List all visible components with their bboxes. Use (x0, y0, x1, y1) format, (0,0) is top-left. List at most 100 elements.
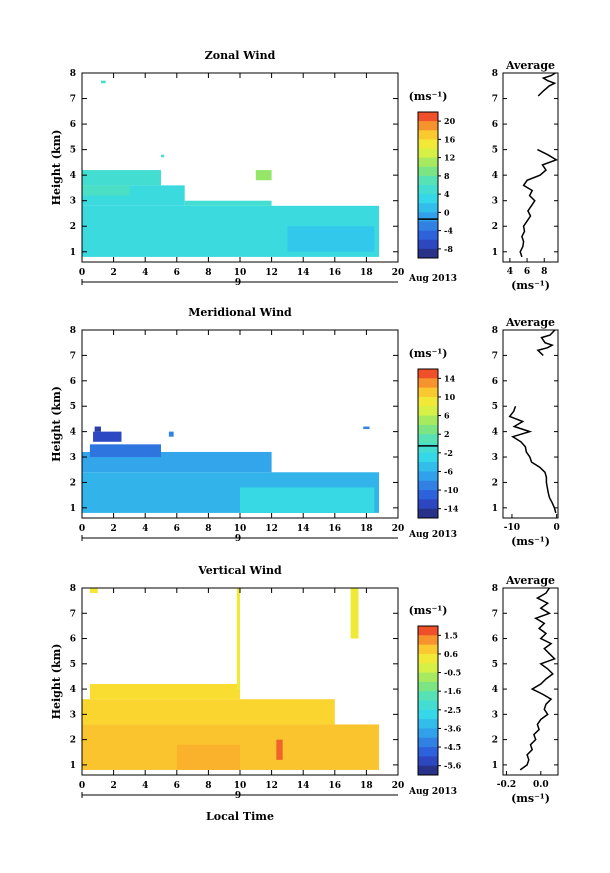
profile-title: Average (505, 316, 555, 329)
colorbar-segment (418, 653, 438, 664)
profile-y-tick-label: 5 (492, 402, 498, 412)
heatmap-cell (82, 170, 161, 186)
colorbar-tick-label: 2 (444, 429, 450, 439)
heatmap-cell (89, 684, 241, 700)
y-tick-label: 8 (70, 584, 76, 594)
colorbar-tick-label: -10 (444, 485, 459, 495)
colorbar-frame (417, 625, 439, 776)
colorbar-tick-label: -2 (444, 448, 453, 458)
colorbar-unit: (ms⁻¹) (409, 604, 448, 617)
colorbar-segment (418, 499, 438, 510)
heatmap-cell (89, 444, 161, 458)
panel-title: Vertical Wind (197, 564, 282, 577)
colorbar-tick-label: 12 (444, 153, 455, 163)
profile-x-tick-label: 0.0 (533, 780, 549, 790)
profile-y-tick-label: 2 (492, 736, 498, 746)
colorbar-segment (418, 728, 438, 739)
heatmap-cell (255, 170, 272, 181)
x-tick-label: 16 (329, 524, 342, 534)
x-tick-label: 0 (79, 268, 85, 278)
y-tick-label: 2 (70, 222, 76, 232)
colorbar-segment (418, 719, 438, 729)
x-tick-label: 12 (265, 524, 278, 534)
day-label: 9 (235, 278, 241, 288)
colorbar-segment (418, 369, 438, 379)
colorbar-frame (417, 111, 439, 259)
y-tick-label: 5 (70, 402, 76, 412)
profile-y-tick-label: 3 (492, 710, 498, 720)
profile-line (508, 405, 557, 514)
profile-y-tick-label: 1 (492, 761, 498, 771)
y-tick-label: 7 (70, 95, 76, 105)
y-tick-label: 4 (70, 685, 76, 695)
day-label: 9 (235, 791, 241, 801)
profile-x-tick-label: 4 (507, 267, 513, 277)
y-tick-label: 3 (70, 197, 76, 207)
colorbar-segment (418, 185, 438, 195)
colorbar-tick-label: 0.6 (444, 649, 458, 659)
date-label: Aug 2013 (408, 274, 457, 284)
x-tick-label: 6 (174, 524, 180, 534)
y-axis-label: Height (km) (50, 644, 63, 720)
colorbar-segment (418, 415, 438, 426)
profile-y-tick-label: 3 (492, 197, 498, 207)
x-tick-label: 10 (234, 781, 247, 791)
profile-y-tick-label: 5 (492, 146, 498, 156)
colorbar-segment (418, 130, 438, 140)
x-tick-label: 12 (265, 781, 278, 791)
x-tick-label: 10 (234, 268, 247, 278)
profile-line (519, 148, 559, 258)
x-tick-label: 20 (392, 781, 405, 791)
heatmap-cell (350, 588, 359, 639)
x-tick-label: 18 (360, 781, 373, 791)
profile-y-tick-label: 4 (492, 171, 498, 181)
x-tick-label: 6 (174, 268, 180, 278)
colorbar-segment (418, 194, 438, 204)
colorbar-segment (418, 747, 438, 757)
heatmap-cell (82, 699, 335, 725)
heatmap-cell (89, 588, 98, 594)
colorbar-segment (418, 378, 438, 389)
panel-title: Zonal Wind (205, 49, 276, 62)
profile-unit: (ms⁻¹) (511, 279, 550, 292)
y-tick-label: 1 (70, 248, 76, 258)
y-tick-label: 4 (70, 171, 76, 181)
profile-frame (502, 329, 559, 519)
profile-x-tick-label: 6 (524, 267, 530, 277)
x-tick-label: 2 (110, 781, 116, 791)
colorbar-segment (418, 672, 438, 683)
x-tick-label: 8 (205, 524, 211, 534)
colorbar-tick-label: 6 (444, 411, 450, 421)
colorbar-segment (418, 434, 438, 444)
colorbar-segment (418, 212, 438, 222)
colorbar-segment (418, 443, 438, 454)
profile-y-tick-label: 7 (492, 95, 498, 105)
heatmap-cell (176, 744, 240, 770)
colorbar-segment (418, 452, 438, 463)
colorbar-segment (418, 230, 438, 241)
colorbar-tick-label: -2.5 (444, 705, 461, 715)
colorbar-tick-label: 20 (444, 116, 456, 126)
y-tick-label: 2 (70, 736, 76, 746)
y-tick-label: 5 (70, 146, 76, 156)
x-tick-label: 0 (79, 524, 85, 534)
profile-unit: (ms⁻¹) (511, 535, 550, 548)
profile-x-tick-label: 0 (554, 523, 560, 533)
colorbar-segment (418, 756, 438, 767)
colorbar-segment (418, 644, 438, 655)
colorbar-segment (418, 139, 438, 149)
colorbar-tick-label: 8 (444, 171, 450, 181)
profile-y-tick-label: 3 (492, 453, 498, 463)
profile-x-tick-label: 8 (541, 267, 547, 277)
colorbar-segment (418, 175, 438, 186)
colorbar-segment (418, 765, 438, 776)
x-tick-label: 8 (205, 781, 211, 791)
y-tick-label: 8 (70, 69, 76, 79)
colorbar-tick-label: -5.6 (444, 761, 462, 771)
profile-y-tick-label: 4 (492, 685, 498, 695)
colorbar-tick-label: 0 (444, 207, 450, 217)
heatmap-cell (363, 426, 370, 430)
profile-line-upper (537, 72, 557, 97)
